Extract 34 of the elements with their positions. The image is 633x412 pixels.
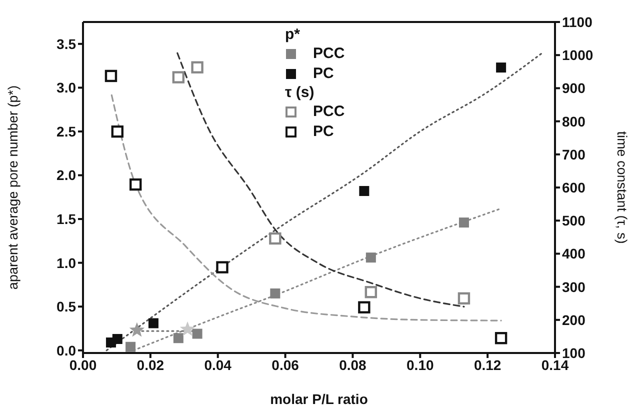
y-tick-label: 3.5 bbox=[56, 36, 76, 52]
annotation: p* bbox=[285, 26, 301, 44]
x-tick-label: 0.02 bbox=[136, 356, 164, 373]
y2-tick-label: 200 bbox=[562, 312, 586, 328]
y2-tick-label: 700 bbox=[562, 146, 586, 162]
legend-label: PC bbox=[313, 65, 334, 83]
legend-label: PCC bbox=[313, 45, 345, 63]
y2-tick-label: 900 bbox=[562, 80, 586, 96]
legend-label: PC bbox=[313, 123, 334, 141]
y-axis-title: aparent average pore number (p*) bbox=[6, 85, 21, 290]
y2-tick-label: 800 bbox=[562, 113, 586, 130]
y-tick-label: 0.5 bbox=[56, 298, 76, 315]
y2-axis-title: time constant (τ, s) bbox=[614, 131, 630, 244]
x-tick-label: 0.06 bbox=[272, 356, 300, 373]
y-tick-label: 1.0 bbox=[56, 254, 76, 271]
legend-label: PCC bbox=[313, 103, 345, 121]
y-tick-label: 2.5 bbox=[56, 123, 76, 140]
y2-tick-label: 300 bbox=[562, 278, 586, 295]
y-tick-label: 2.0 bbox=[56, 167, 76, 184]
x-tick-label: 0.00 bbox=[69, 356, 97, 373]
y2-tick-label: 500 bbox=[562, 212, 586, 229]
y-tick-label: 1.5 bbox=[56, 210, 76, 227]
x-tick-label: 0.10 bbox=[406, 356, 434, 373]
annotation: τ (s) bbox=[285, 84, 316, 102]
y-tick-label: 0.0 bbox=[56, 342, 76, 358]
x-axis-title: molar P/L ratio bbox=[270, 391, 368, 407]
x-tick-label: 0.08 bbox=[339, 356, 367, 373]
x-tick-label: 0.04 bbox=[204, 356, 232, 373]
y2-tick-label: 400 bbox=[562, 246, 586, 262]
x-tick-label: 0.12 bbox=[474, 356, 502, 373]
y-tick-label: 3.0 bbox=[56, 80, 76, 96]
y2-tick-label: 600 bbox=[562, 179, 586, 196]
y2-tick-label: 1000 bbox=[562, 47, 594, 64]
y2-tick-label: 1100 bbox=[562, 14, 593, 30]
